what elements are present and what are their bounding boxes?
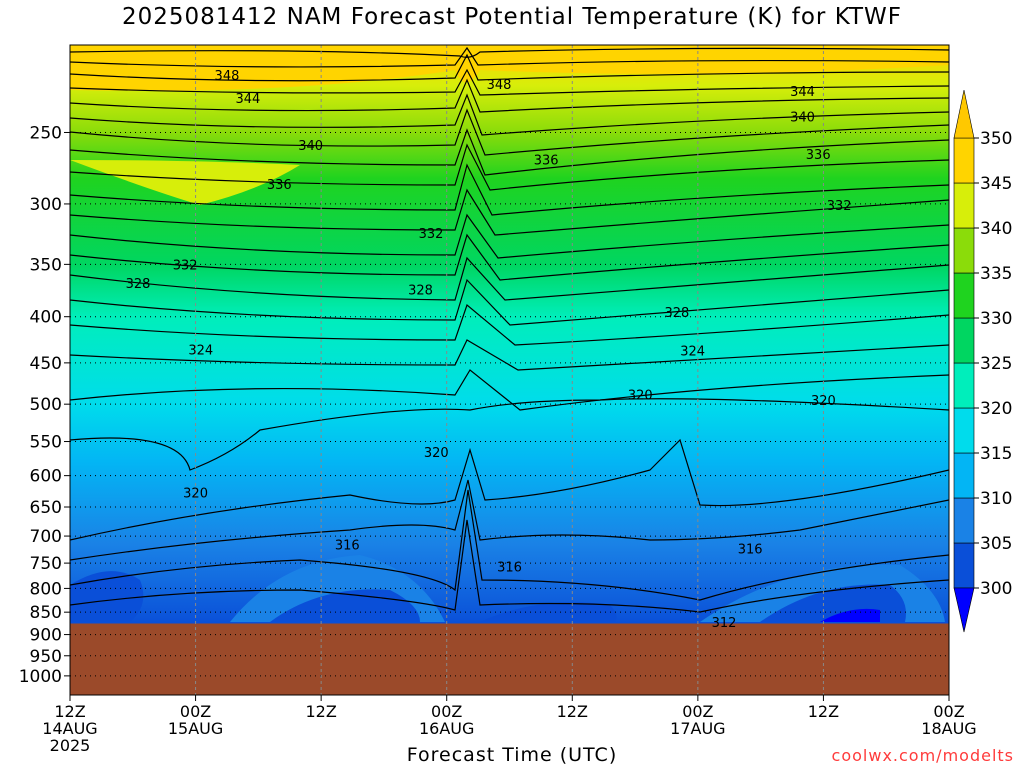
- pressure-tick-label: 700: [30, 527, 62, 547]
- colorbar-segment: [953, 452, 975, 499]
- colorbar-segment: [953, 362, 975, 409]
- contour-label: 320: [628, 389, 653, 404]
- time-gridlines: [69, 45, 950, 701]
- credit-link[interactable]: coolwx.com/modelts: [831, 746, 1014, 765]
- contour-label: 340: [790, 110, 815, 125]
- field-fill: [70, 45, 949, 625]
- colorbar-label: 320: [980, 399, 1012, 419]
- pressure-tick-label: 650: [30, 498, 62, 518]
- colorbar-label: 310: [980, 489, 1012, 509]
- pressure-tick-label: 350: [30, 255, 62, 275]
- time-tick-label: 00Z: [682, 702, 713, 721]
- contour-label: 328: [126, 277, 151, 292]
- contour-label: 316: [335, 538, 360, 553]
- chart-title: 2025081412 NAM Forecast Potential Temper…: [121, 4, 903, 30]
- pressure-tick-label: 600: [30, 467, 62, 487]
- contour-label: 316: [497, 561, 522, 576]
- cold-core-2: [480, 602, 617, 622]
- colorbar-label: 325: [980, 354, 1012, 374]
- time-tick-label: 12Z: [808, 702, 839, 721]
- contour-label: 336: [534, 154, 559, 169]
- colorbar-segment: [953, 407, 975, 454]
- contour-label: 332: [827, 199, 852, 214]
- contour-label: 344: [790, 85, 815, 100]
- pressure-tick-label: 900: [30, 626, 62, 646]
- colorbar-segment: [953, 542, 975, 589]
- time-tick-label: 17AUG: [670, 719, 725, 738]
- upper-yellow-dip: [70, 45, 949, 91]
- contour-label: 344: [235, 92, 260, 107]
- pressure-tick-label: 1000: [19, 667, 62, 687]
- colorbar-label: 305: [980, 534, 1012, 554]
- contour-label: 328: [665, 306, 690, 321]
- pressure-tick-label: 500: [30, 395, 62, 415]
- colorbar-segment: [953, 227, 975, 274]
- colorbar-label: 300: [980, 579, 1012, 599]
- colorbar-segment: [953, 182, 975, 229]
- contour-label: 324: [680, 344, 705, 359]
- x-axis-label: Forecast Time (UTC): [406, 744, 618, 766]
- colorbar: 300 305 310 315 320 325 330 335 340 345 350: [953, 89, 1012, 633]
- pressure-tick-label: 250: [30, 123, 62, 143]
- time-tick-label: 15AUG: [168, 719, 223, 738]
- contour-label: 336: [267, 178, 292, 193]
- colorbar-label: 330: [980, 309, 1012, 329]
- pressure-tick-label: 800: [30, 579, 62, 599]
- colorbar-low-arrow: [953, 587, 975, 633]
- time-tick-label: 16AUG: [419, 719, 474, 738]
- pressure-gridlines: [64, 131, 949, 677]
- colorbar-label: 335: [980, 264, 1012, 284]
- pressure-tick-label: 300: [30, 195, 62, 215]
- warm-blob-low-1: [70, 571, 144, 622]
- contour-label: 320: [424, 446, 449, 461]
- contour-label: 324: [188, 344, 213, 359]
- colorbar-label: 350: [980, 129, 1012, 149]
- pressure-tick-label: 450: [30, 354, 62, 374]
- contour-label: 312: [712, 616, 737, 631]
- colorbar-high-arrow: [953, 89, 975, 139]
- time-tick-label: 00Z: [933, 702, 964, 721]
- pressure-tick-label: 750: [30, 554, 62, 574]
- time-tick-label: 12Z: [54, 702, 85, 721]
- contour-label: 328: [408, 283, 433, 298]
- contour-label: 320: [811, 394, 836, 409]
- colorbar-segment: [953, 317, 975, 364]
- pressure-tick-label: 950: [30, 647, 62, 667]
- upper-yellow-pocket: [70, 160, 300, 205]
- pressure-tick-label: 550: [30, 433, 62, 453]
- time-tick-label: 12Z: [557, 702, 588, 721]
- colorbar-label: 315: [980, 444, 1012, 464]
- terrain-fill: [70, 623, 949, 695]
- contour-label: 316: [738, 543, 763, 558]
- contour-label: 336: [806, 148, 831, 163]
- pressure-tick-labels: 250 300 350 400 450 500 550 600 650 700 750 800 850 9…: [19, 123, 62, 686]
- contour-label: 320: [183, 486, 208, 501]
- contour-label: 332: [173, 258, 198, 273]
- plot-frame: [69, 44, 950, 696]
- time-tick-label: 12Z: [305, 702, 336, 721]
- colorbar-segment: [953, 272, 975, 319]
- contour-labels: 348 348 344 344 340 340 336 336 336 332 332 332 328 3…: [126, 69, 852, 631]
- contour-label: 348: [487, 78, 512, 93]
- time-tick-label: 2025: [50, 736, 91, 755]
- contour-label: 348: [215, 69, 240, 84]
- contour-label: 332: [419, 227, 444, 242]
- pressure-tick-label: 850: [30, 603, 62, 623]
- colorbar-segment: [953, 497, 975, 544]
- pressure-tick-label: 400: [30, 308, 62, 328]
- colorbar-label: 345: [980, 174, 1012, 194]
- contour-label: 340: [298, 139, 323, 154]
- colorbar-segment: [953, 137, 975, 184]
- time-tick-label: 00Z: [431, 702, 462, 721]
- colorbar-label: 340: [980, 219, 1012, 239]
- time-tick-label: 14AUG: [42, 719, 97, 738]
- time-tick-label: 00Z: [180, 702, 211, 721]
- time-tick-label: 18AUG: [921, 719, 976, 738]
